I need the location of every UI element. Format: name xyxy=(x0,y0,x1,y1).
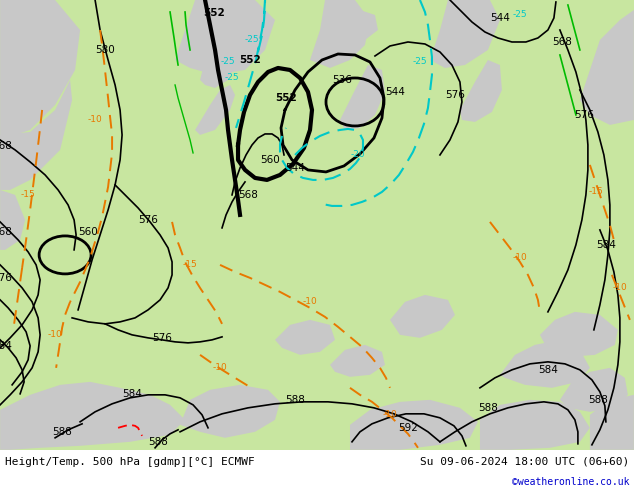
Text: 544: 544 xyxy=(385,87,405,97)
Polygon shape xyxy=(0,382,185,450)
Text: 576: 576 xyxy=(152,333,172,343)
Text: 552: 552 xyxy=(239,55,261,65)
Polygon shape xyxy=(330,345,385,377)
Text: 576: 576 xyxy=(445,90,465,100)
Text: 588: 588 xyxy=(478,403,498,413)
Text: -10: -10 xyxy=(87,116,103,124)
Text: -20: -20 xyxy=(351,150,365,159)
Text: -25: -25 xyxy=(513,10,527,20)
Text: -25: -25 xyxy=(221,57,235,67)
Polygon shape xyxy=(0,0,634,450)
Text: -10: -10 xyxy=(48,330,63,340)
Polygon shape xyxy=(0,190,25,250)
Polygon shape xyxy=(500,340,590,388)
Polygon shape xyxy=(195,85,235,135)
Text: 576: 576 xyxy=(0,273,12,283)
Polygon shape xyxy=(350,400,478,450)
Polygon shape xyxy=(0,0,80,140)
Text: -25: -25 xyxy=(224,74,240,82)
Text: 592: 592 xyxy=(398,423,418,433)
Text: 580: 580 xyxy=(95,45,115,55)
Polygon shape xyxy=(390,295,455,338)
Text: 552: 552 xyxy=(203,8,225,18)
Polygon shape xyxy=(430,0,500,68)
Text: 576: 576 xyxy=(574,110,594,120)
Polygon shape xyxy=(200,52,235,88)
Polygon shape xyxy=(580,10,634,125)
Text: 544: 544 xyxy=(490,13,510,23)
Text: 588: 588 xyxy=(285,395,305,405)
Text: 588: 588 xyxy=(148,437,168,447)
Polygon shape xyxy=(540,312,618,357)
Text: 536: 536 xyxy=(332,75,352,85)
Text: 568: 568 xyxy=(0,227,12,237)
Text: 568: 568 xyxy=(0,141,12,151)
Polygon shape xyxy=(0,80,72,190)
Text: 588: 588 xyxy=(52,427,72,437)
Text: 544: 544 xyxy=(285,163,305,173)
Text: -25: -25 xyxy=(245,35,259,45)
Text: 552: 552 xyxy=(275,93,297,103)
Text: 576: 576 xyxy=(138,215,158,225)
Polygon shape xyxy=(560,368,628,412)
Polygon shape xyxy=(460,60,502,122)
Text: Su 09-06-2024 18:00 UTC (06+60): Su 09-06-2024 18:00 UTC (06+60) xyxy=(420,457,629,466)
Text: 584: 584 xyxy=(0,341,12,351)
Text: 568: 568 xyxy=(238,190,258,200)
Text: ©weatheronline.co.uk: ©weatheronline.co.uk xyxy=(512,477,629,487)
Polygon shape xyxy=(340,65,385,130)
Text: -10: -10 xyxy=(512,253,527,263)
Text: Height/Temp. 500 hPa [gdmp][°C] ECMWF: Height/Temp. 500 hPa [gdmp][°C] ECMWF xyxy=(5,457,255,466)
Text: 560: 560 xyxy=(260,155,280,165)
Polygon shape xyxy=(590,395,634,450)
Polygon shape xyxy=(310,0,370,68)
Text: 560: 560 xyxy=(78,227,98,237)
Text: -10: -10 xyxy=(212,364,228,372)
Polygon shape xyxy=(480,400,590,450)
Text: 568: 568 xyxy=(552,37,572,47)
Text: -10: -10 xyxy=(382,410,398,419)
Text: -15: -15 xyxy=(21,191,36,199)
Text: 588: 588 xyxy=(588,395,608,405)
Text: 584: 584 xyxy=(122,389,142,399)
Text: -10: -10 xyxy=(612,283,627,293)
Text: -15: -15 xyxy=(588,187,604,196)
Text: 584: 584 xyxy=(538,365,558,375)
Text: -15: -15 xyxy=(183,260,197,270)
Polygon shape xyxy=(275,320,335,355)
Polygon shape xyxy=(180,385,280,438)
Text: -25: -25 xyxy=(413,57,427,67)
Text: -10: -10 xyxy=(302,297,318,306)
Text: 584: 584 xyxy=(596,240,616,250)
Polygon shape xyxy=(330,10,378,42)
Polygon shape xyxy=(175,0,275,75)
